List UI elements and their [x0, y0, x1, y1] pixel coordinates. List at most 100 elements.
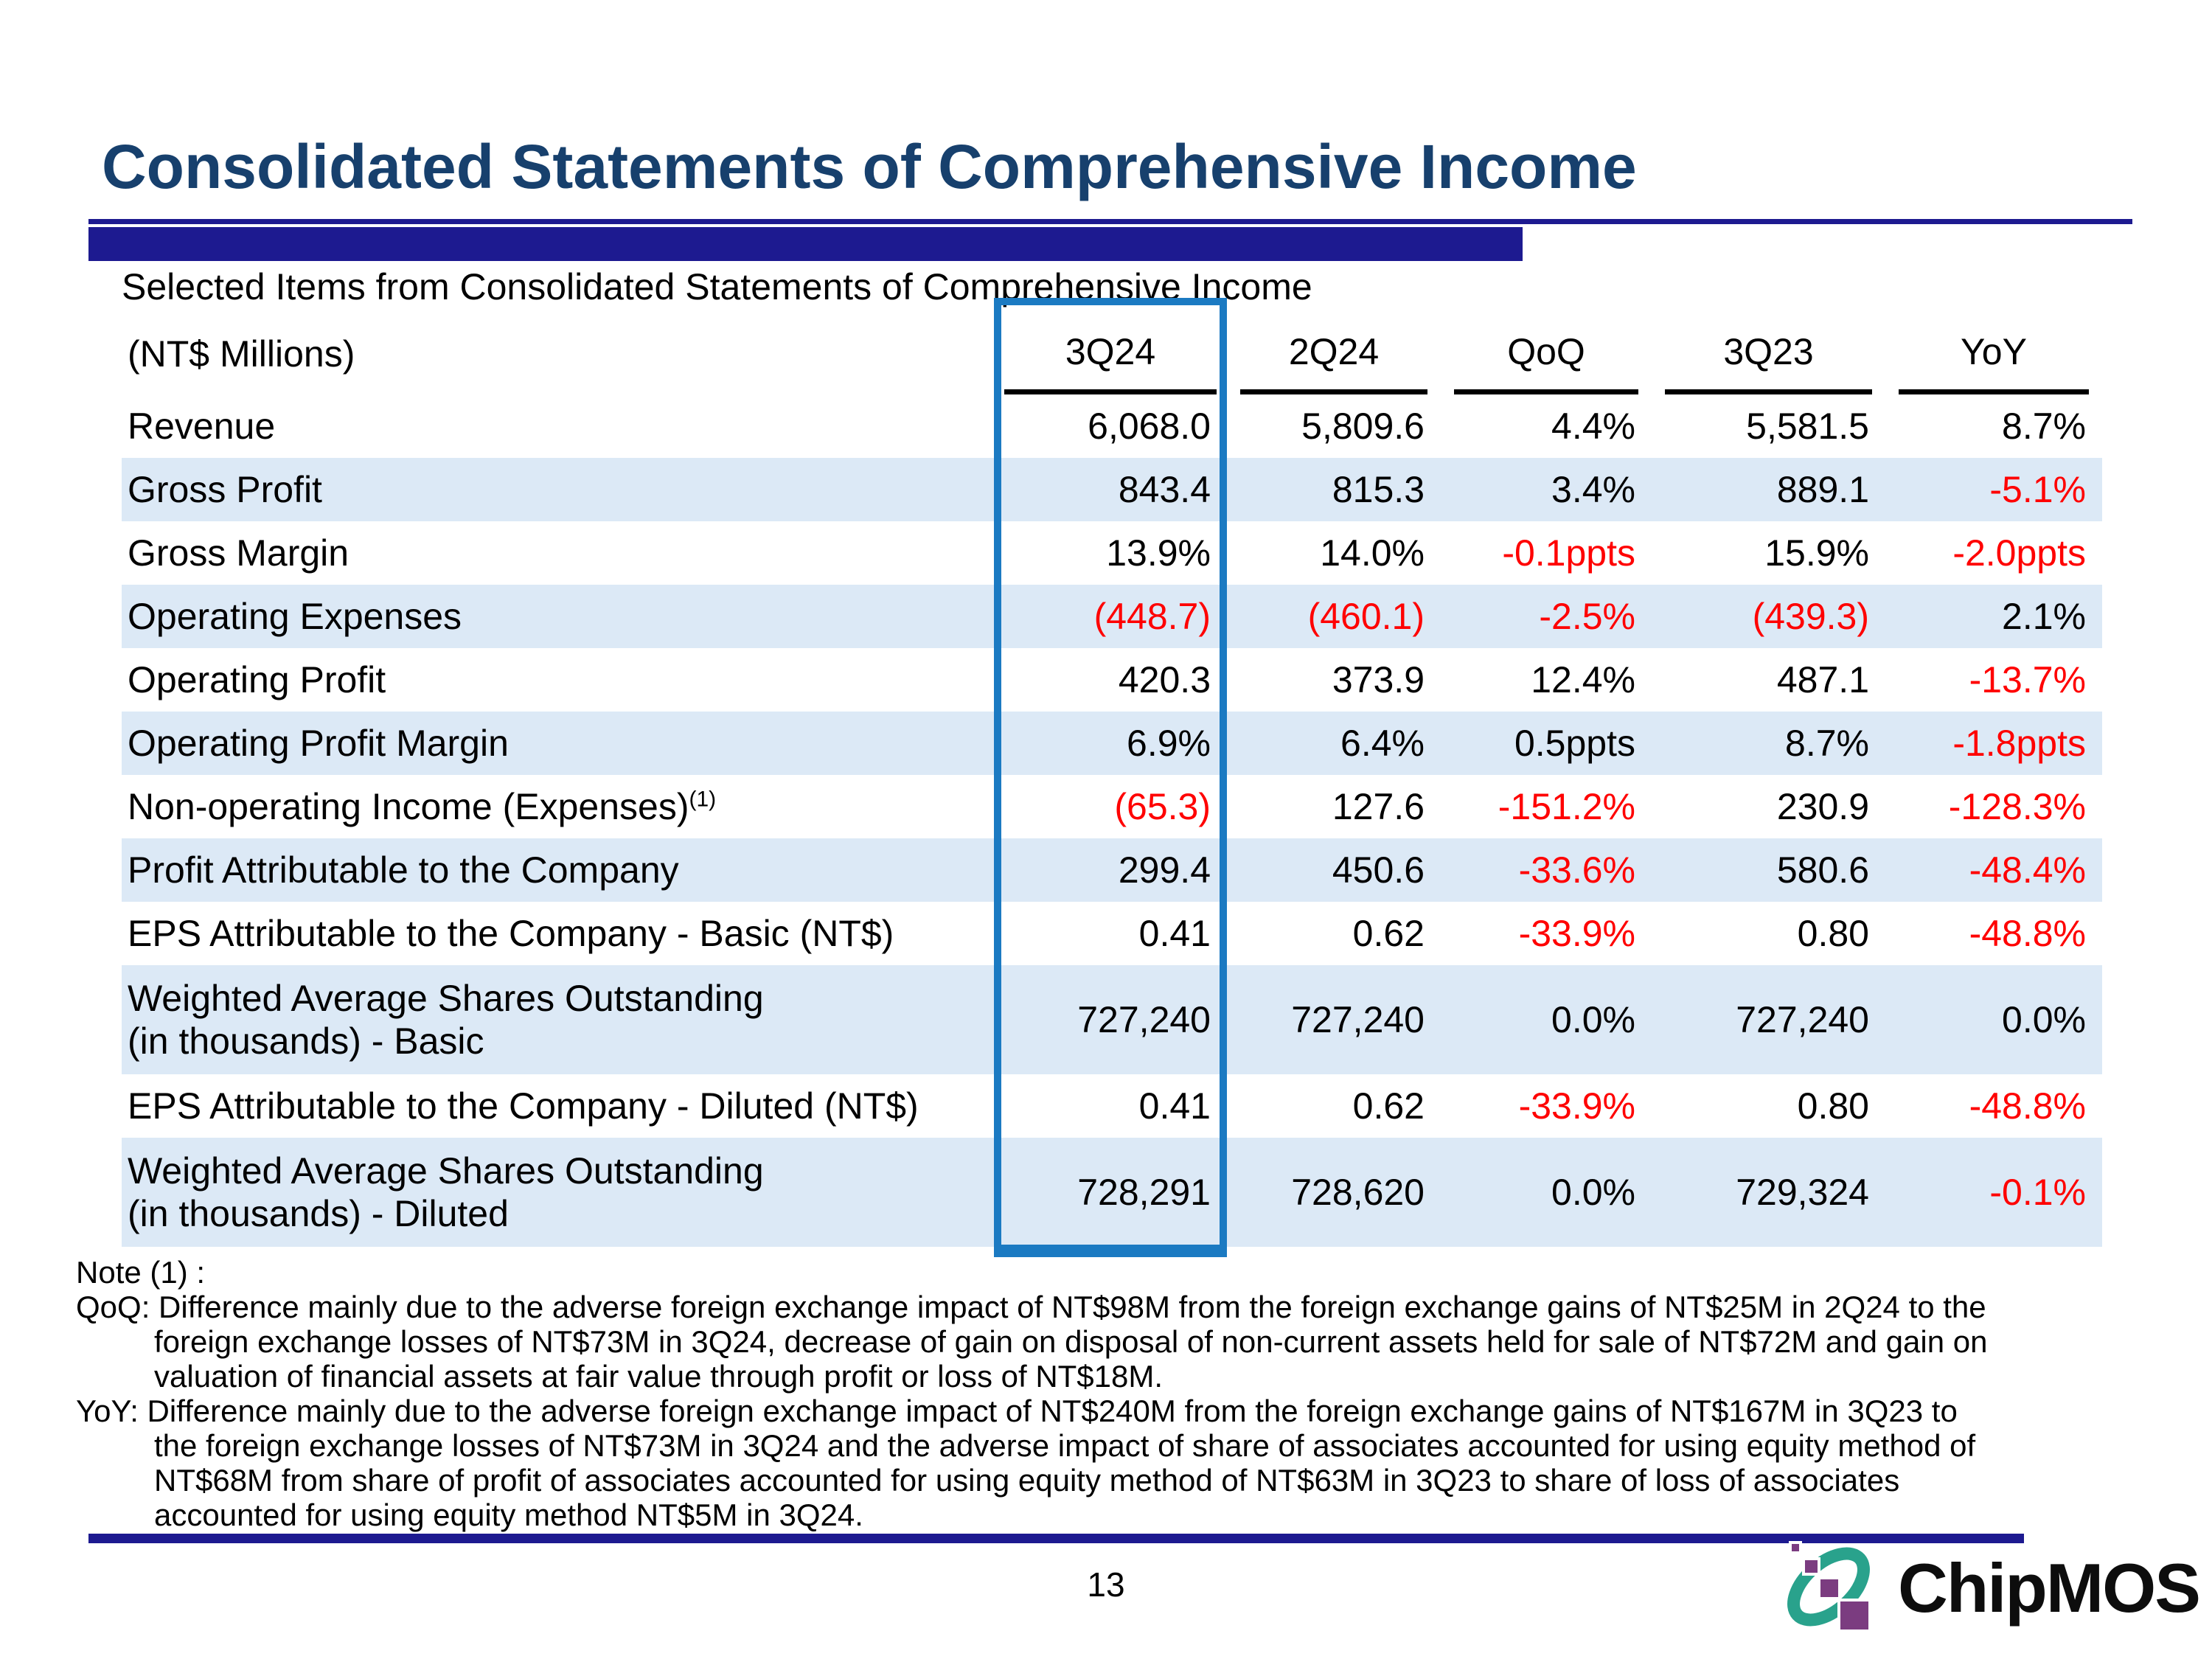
cell-3q23: 8.7%	[1785, 723, 1869, 764]
cell-2q24: 0.62	[1352, 1085, 1425, 1127]
table-row-gross-margin: Gross Margin 13.9% 14.0% -0.1ppts 15.9% …	[122, 521, 2102, 585]
row-label: Profit Attributable to the Company	[128, 849, 679, 891]
cell-3q24: 6,068.0	[1088, 406, 1211, 447]
cell-yoy: -1.8ppts	[1952, 723, 2086, 764]
cell-qoq: -33.6%	[1518, 849, 1635, 891]
table-row-operating-expenses: Operating Expenses (448.7) (460.1) -2.5%…	[122, 585, 2102, 648]
cell-yoy: -128.3%	[1948, 786, 2086, 827]
cell-3q23: 727,240	[1736, 999, 1869, 1040]
cell-3q23: 5,581.5	[1746, 406, 1869, 447]
cell-3q23: 0.80	[1797, 913, 1869, 954]
cell-yoy: -5.1%	[1989, 469, 2086, 510]
cell-qoq: 3.4%	[1551, 469, 1635, 510]
cell-qoq: 12.4%	[1531, 659, 1635, 700]
note-yoy-line: the foreign exchange losses of NT$73M in…	[154, 1428, 1976, 1463]
cell-yoy: -48.8%	[1969, 913, 2086, 954]
cell-3q24: (65.3)	[1114, 786, 1211, 827]
cell-2q24: 373.9	[1332, 659, 1425, 700]
cell-qoq: 4.4%	[1551, 406, 1635, 447]
table-row-operating-profit-margin: Operating Profit Margin 6.9% 6.4% 0.5ppt…	[122, 712, 2102, 775]
unit-label: (NT$ Millions)	[128, 333, 355, 375]
cell-yoy: -48.8%	[1969, 1085, 2086, 1127]
table-row-profit-attributable: Profit Attributable to the Company 299.4…	[122, 838, 2102, 902]
table-header-row: (NT$ Millions) 3Q24 2Q24 QoQ 3Q23 YoY	[122, 313, 2102, 394]
cell-qoq: -2.5%	[1539, 596, 1635, 637]
cell-yoy: 0.0%	[2002, 999, 2086, 1040]
row-label: Weighted Average Shares Outstanding (in t…	[128, 1150, 764, 1234]
cell-qoq: -0.1ppts	[1502, 532, 1635, 574]
page-number: 13	[1087, 1565, 1125, 1604]
cell-3q23: 0.80	[1797, 1085, 1869, 1127]
note-yoy-line: accounted for using equity method NT$5M …	[154, 1498, 863, 1532]
cell-3q24: 0.41	[1138, 1085, 1211, 1127]
title-rule-thick	[88, 227, 1523, 261]
cell-2q24: 6.4%	[1340, 723, 1425, 764]
cell-2q24: 727,240	[1291, 999, 1425, 1040]
cell-2q24: 450.6	[1332, 849, 1425, 891]
cell-yoy: -0.1%	[1989, 1172, 2086, 1213]
cell-3q24: 420.3	[1118, 659, 1211, 700]
table-row-revenue: Revenue 6,068.0 5,809.6 4.4% 5,581.5 8.7…	[122, 394, 2102, 458]
cell-qoq: -33.9%	[1518, 1085, 1635, 1127]
note-heading: Note (1) :	[76, 1255, 206, 1290]
cell-2q24: 728,620	[1291, 1172, 1425, 1213]
column-header-qoq: QoQ	[1454, 313, 1638, 394]
cell-3q23: 230.9	[1776, 786, 1869, 827]
cell-qoq: 0.0%	[1551, 1172, 1635, 1213]
row-label: Operating Profit	[128, 659, 386, 700]
cell-yoy: 2.1%	[2002, 596, 2086, 637]
cell-yoy: 8.7%	[2002, 406, 2086, 447]
row-label: Gross Margin	[128, 532, 349, 574]
table-row-eps-basic: EPS Attributable to the Company - Basic …	[122, 902, 2102, 965]
column-header-3q23: 3Q23	[1665, 313, 1872, 394]
note-yoy-line: NT$68M from share of profit of associate…	[154, 1463, 1900, 1498]
row-label: EPS Attributable to the Company - Basic …	[128, 913, 894, 954]
note-qoq-line: valuation of financial assets at fair va…	[154, 1359, 1164, 1394]
cell-3q24: (448.7)	[1093, 596, 1211, 637]
financial-table: (NT$ Millions) 3Q24 2Q24 QoQ 3Q23 YoY Re…	[122, 313, 2102, 1247]
cell-yoy: -48.4%	[1969, 849, 2086, 891]
chipmos-logo-icon	[1787, 1541, 1871, 1632]
cell-qoq: 0.0%	[1551, 999, 1635, 1040]
chipmos-logo: ChipMOS	[1775, 1540, 2201, 1637]
title-rule-thin	[88, 219, 2132, 224]
note-qoq-line: QoQ: Difference mainly due to the advers…	[76, 1290, 1986, 1324]
chipmos-logo-text: ChipMOS	[1898, 1549, 2201, 1627]
cell-3q24: 299.4	[1118, 849, 1211, 891]
page-title: Consolidated Statements of Comprehensive…	[102, 132, 1637, 201]
cell-3q23: (439.3)	[1752, 596, 1869, 637]
cell-yoy: -13.7%	[1969, 659, 2086, 700]
note-qoq-line: foreign exchange losses of NT$73M in 3Q2…	[154, 1324, 1988, 1359]
cell-2q24: 14.0%	[1320, 532, 1425, 574]
cell-3q24: 0.41	[1138, 913, 1211, 954]
table-row-gross-profit: Gross Profit 843.4 815.3 3.4% 889.1 -5.1…	[122, 458, 2102, 521]
cell-3q23: 487.1	[1776, 659, 1869, 700]
cell-3q24: 728,291	[1077, 1172, 1211, 1213]
note-yoy-line: YoY: Difference mainly due to the advers…	[76, 1394, 1958, 1428]
cell-3q24: 6.9%	[1127, 723, 1211, 764]
cell-qoq: -33.9%	[1518, 913, 1635, 954]
cell-3q24: 727,240	[1077, 999, 1211, 1040]
cell-2q24: 127.6	[1332, 786, 1425, 827]
column-header-2q24: 2Q24	[1240, 313, 1427, 394]
footnote-marker: (1)	[689, 787, 717, 812]
cell-2q24: (460.1)	[1307, 596, 1425, 637]
table-subtitle: Selected Items from Consolidated Stateme…	[122, 266, 1312, 307]
cell-3q23: 889.1	[1776, 469, 1869, 510]
footer-rule	[88, 1534, 2024, 1543]
cell-qoq: 0.5ppts	[1514, 723, 1635, 764]
column-header-yoy: YoY	[1899, 313, 2089, 394]
table-row-weighted-shares-diluted: Weighted Average Shares Outstanding (in t…	[122, 1138, 2102, 1247]
table-row-non-operating-income: Non-operating Income (Expenses)(1) (65.3…	[122, 775, 2102, 838]
cell-3q23: 729,324	[1736, 1172, 1869, 1213]
cell-yoy: -2.0ppts	[1952, 532, 2086, 574]
cell-2q24: 0.62	[1352, 913, 1425, 954]
row-label: Non-operating Income (Expenses)(1)	[128, 786, 717, 827]
cell-3q23: 15.9%	[1764, 532, 1869, 574]
cell-3q24: 843.4	[1118, 469, 1211, 510]
column-header-3q24: 3Q24	[1004, 313, 1217, 394]
row-label: Operating Expenses	[128, 596, 462, 637]
table-row-weighted-shares-basic: Weighted Average Shares Outstanding (in t…	[122, 965, 2102, 1074]
cell-3q24: 13.9%	[1106, 532, 1211, 574]
